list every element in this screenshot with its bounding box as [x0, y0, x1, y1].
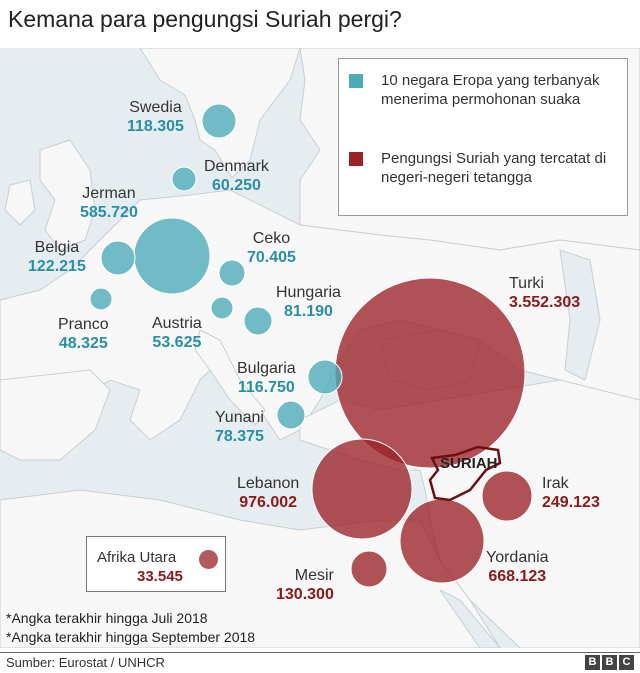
- label-irak-name: Irak: [542, 475, 569, 492]
- label-pranco-value: 48.325: [58, 335, 108, 352]
- label-denmark-name: Denmark: [204, 158, 269, 175]
- label-irak: Irak 249.123: [542, 474, 600, 512]
- bubble-jerman: [133, 217, 211, 295]
- label-mesir-name: Mesir: [294, 567, 334, 584]
- land-uk: [39, 139, 96, 251]
- note-1: *Angka terakhir hingga Juli 2018: [6, 610, 208, 626]
- label-turki: Turki 3.552.303: [509, 274, 580, 312]
- label-lebanon: Lebanon 976.002: [237, 474, 299, 512]
- label-pranco: Pranco 48.325: [58, 315, 109, 353]
- bbc-logo: B B C: [585, 655, 634, 670]
- land-italy: [194, 329, 266, 426]
- label-mesir: Mesir 130.300: [276, 566, 334, 604]
- bubble-denmark: [171, 166, 197, 192]
- label-jerman-name: Jerman: [82, 185, 136, 202]
- label-belgia-value: 122.215: [28, 258, 86, 275]
- legend-label-eu: 10 negara Eropa yang terbanyak menerima …: [381, 72, 600, 108]
- bubble-swedia: [201, 103, 237, 139]
- legend-swatch-eu: [349, 74, 363, 88]
- bbc-logo-letter-2: B: [602, 655, 617, 670]
- legend-item-eu: 10 negara Eropa yang terbanyak menerima …: [349, 71, 619, 109]
- legend-item-neighbors: Pengungsi Suriah yang tercatat di negeri…: [349, 149, 619, 187]
- bubble-pranco: [89, 287, 113, 311]
- label-yunani: Yunani 78.375: [215, 408, 264, 446]
- label-hungaria-value: 81.190: [284, 303, 333, 320]
- footer-divider: [0, 652, 640, 653]
- bubble-lebanon: [311, 438, 413, 540]
- bubble-austria: [210, 296, 234, 320]
- label-ceko-value: 70.405: [247, 249, 296, 266]
- red-sea: [439, 589, 501, 648]
- legend-swatch-neighbors: [349, 152, 363, 166]
- label-denmark: Denmark 60.250: [204, 157, 269, 195]
- label-yordania-value: 668.123: [488, 568, 547, 585]
- bubble-belgia: [100, 240, 136, 276]
- bbc-logo-letter-3: C: [619, 655, 634, 670]
- label-ceko-name: Ceko: [252, 230, 291, 247]
- label-turki-value: 3.552.303: [509, 294, 581, 311]
- bubble-ceko: [218, 259, 246, 287]
- label-yunani-value: 78.375: [215, 428, 264, 445]
- label-yunani-name: Yunani: [215, 409, 264, 426]
- label-bulgaria-name: Bulgaria: [237, 360, 296, 377]
- label-hungaria: Hungaria 81.190: [276, 283, 341, 321]
- label-denmark-value: 60.250: [211, 177, 261, 194]
- label-turki-name: Turki: [509, 275, 544, 292]
- label-belgia: Belgia 122.215: [28, 238, 86, 276]
- land-ireland: [4, 179, 36, 226]
- note-2: *Angka terakhir hingga September 2018: [6, 629, 256, 645]
- label-swedia: Swedia 118.305: [127, 98, 184, 136]
- label-bulgaria-value: 116.750: [237, 379, 295, 396]
- bubble-bulgaria: [307, 359, 343, 395]
- label-austria-value: 53.625: [152, 334, 202, 351]
- label-pranco-name: Pranco: [58, 316, 109, 333]
- bubble-yordania: [399, 498, 485, 584]
- bbc-logo-letter-1: B: [585, 655, 600, 670]
- label-jerman-value: 585.720: [80, 204, 138, 221]
- legend: 10 negara Eropa yang terbanyak menerima …: [338, 58, 628, 216]
- label-austria: Austria 53.625: [152, 314, 202, 352]
- label-yordania: Yordania 668.123: [486, 548, 549, 586]
- label-mesir-value: 130.300: [276, 586, 334, 603]
- map-title: Kemana para pengungsi Suriah pergi?: [8, 6, 402, 32]
- bubble-mesir: [350, 550, 388, 588]
- caspian-sea: [559, 249, 601, 381]
- label-swedia-name: Swedia: [129, 99, 182, 116]
- source-credit: Sumber: Eurostat / UNHCR: [6, 655, 165, 670]
- label-ceko: Ceko 70.405: [247, 229, 296, 267]
- label-hungaria-name: Hungaria: [276, 284, 341, 301]
- label-lebanon-value: 976.002: [239, 494, 298, 511]
- bubble-yunani: [276, 400, 306, 430]
- legend-label-neighbors: Pengungsi Suriah yang tercatat di negeri…: [381, 150, 607, 186]
- bubble-irak: [481, 470, 533, 522]
- north-africa-value: 33.545: [137, 568, 183, 585]
- label-yordania-name: Yordania: [486, 549, 549, 566]
- label-belgia-name: Belgia: [34, 239, 80, 256]
- bubble-afrika-utara: [199, 550, 218, 569]
- label-swedia-value: 118.305: [127, 118, 184, 135]
- land-iberia: [0, 369, 111, 461]
- north-africa-name: Afrika Utara: [97, 549, 177, 566]
- bubble-hungaria: [243, 306, 273, 336]
- label-jerman: Jerman 585.720: [80, 184, 138, 222]
- north-africa-box: Afrika Utara 33.545: [86, 536, 226, 592]
- label-bulgaria: Bulgaria 116.750: [237, 359, 296, 397]
- syria-outline: [428, 445, 502, 502]
- label-austria-name: Austria: [152, 315, 202, 332]
- label-lebanon-name: Lebanon: [237, 475, 300, 492]
- label-irak-value: 249.123: [542, 494, 600, 511]
- syria-label: SURIAH: [440, 455, 498, 472]
